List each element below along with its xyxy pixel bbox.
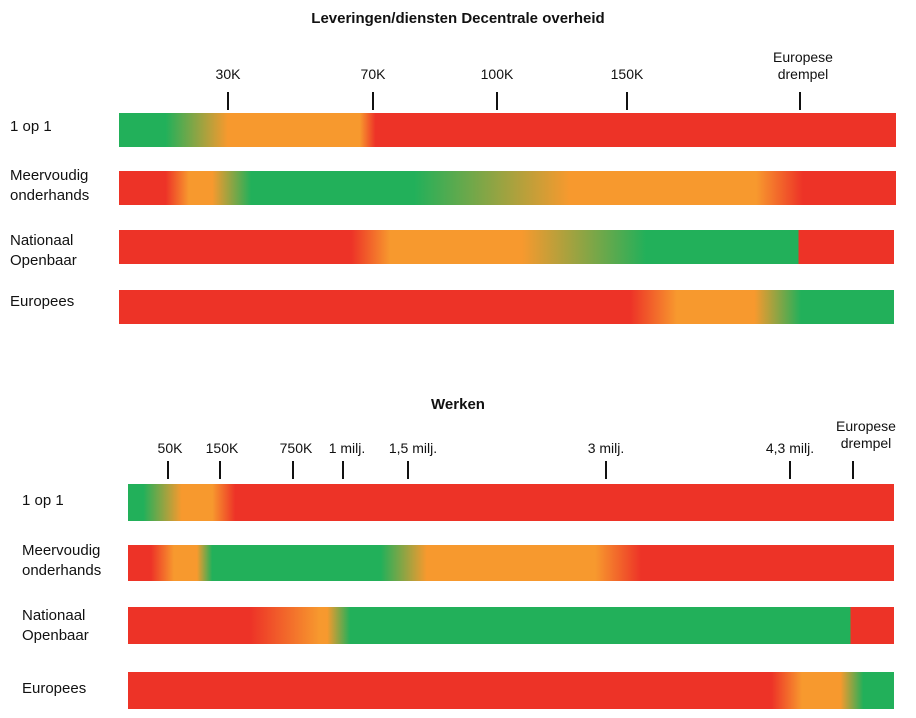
row-label-europees: Europees (10, 293, 75, 310)
row-label-1-op-1-w: 1 op 1 (22, 492, 64, 509)
tick-label-150k-w: 150K (205, 440, 239, 456)
tick-label-750k: 750K (279, 440, 313, 456)
tick-label-1-milj: 1 milj. (328, 440, 366, 456)
tick-line-750k (292, 461, 294, 479)
bar-nationaal-openbaar (119, 230, 894, 264)
tick-label-europese-drempel: Europese drempel (773, 49, 833, 82)
tick-label-50k: 50K (157, 440, 183, 456)
tick-line-europese-drempel (799, 92, 801, 110)
section-2-title: Werken (431, 396, 485, 413)
tick-label-europese-drempel-w: Europese drempel (836, 418, 896, 451)
tick-line-50k (167, 461, 169, 479)
bar-europees (119, 290, 894, 324)
tick-line-europese-drempel-w (852, 461, 854, 479)
tick-line-1-milj (342, 461, 344, 479)
row-label-1-op-1: 1 op 1 (10, 118, 52, 135)
row-label-meervoudig-onderhands-w: Meervoudig onderhands (22, 542, 102, 579)
tick-line-4-3-milj (789, 461, 791, 479)
row-label-nationaal-openbaar: Nationaal Openbaar (10, 232, 77, 269)
section-1-title: Leveringen/diensten Decentrale overheid (311, 10, 605, 27)
bar-europees-w (128, 672, 894, 709)
tick-line-3-milj (605, 461, 607, 479)
row-label-meervoudig-onderhands: Meervoudig onderhands (10, 167, 90, 204)
tick-line-150k-w (219, 461, 221, 479)
tick-line-100k (496, 92, 498, 110)
tick-label-70k: 70K (360, 66, 386, 82)
tick-line-70k (372, 92, 374, 110)
bar-1-op-1 (119, 113, 896, 147)
tick-line-1-5-milj (407, 461, 409, 479)
tick-label-1-5-milj: 1,5 milj. (388, 440, 438, 456)
tick-line-150k (626, 92, 628, 110)
tick-line-30k (227, 92, 229, 110)
tick-label-4-3-milj: 4,3 milj. (765, 440, 815, 456)
bar-1-op-1-w (128, 484, 894, 521)
tick-label-150k: 150K (610, 66, 644, 82)
bar-meervoudig-onderhands-w (128, 545, 894, 581)
bar-nationaal-openbaar-w (128, 607, 894, 644)
bar-meervoudig-onderhands (119, 171, 896, 205)
tick-label-100k: 100K (480, 66, 514, 82)
tick-label-3-milj: 3 milj. (587, 440, 625, 456)
row-label-nationaal-openbaar-w: Nationaal Openbaar (22, 607, 89, 644)
row-label-europees-w: Europees (22, 680, 87, 697)
tick-label-30k: 30K (215, 66, 241, 82)
